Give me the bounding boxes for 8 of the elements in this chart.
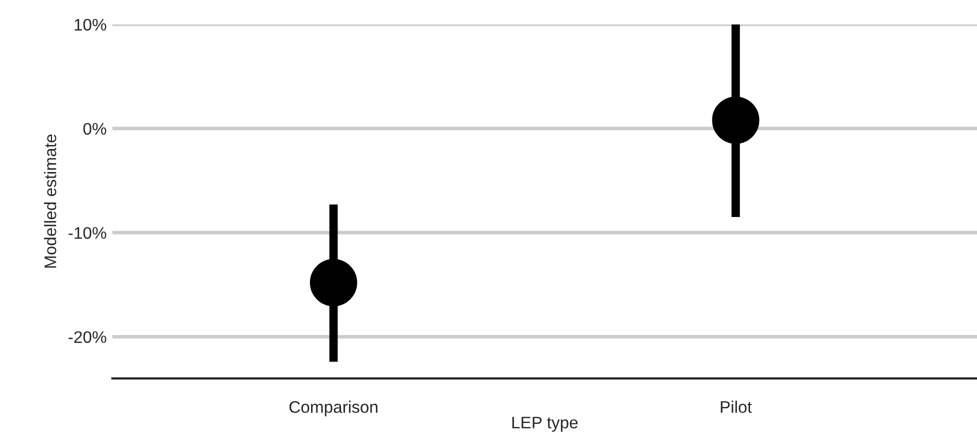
- y-tick-label: -20%: [68, 331, 106, 343]
- y-tick-label: 10%: [74, 18, 106, 31]
- y-tick-label: 0%: [83, 122, 106, 135]
- x-tick-label: Comparison: [289, 400, 378, 416]
- x-axis-title: LEP type: [512, 416, 578, 432]
- y-tick-label: -10%: [68, 227, 106, 239]
- y-axis-title: Modelled estimate: [44, 134, 56, 268]
- x-tick-label: Pilot: [720, 400, 752, 413]
